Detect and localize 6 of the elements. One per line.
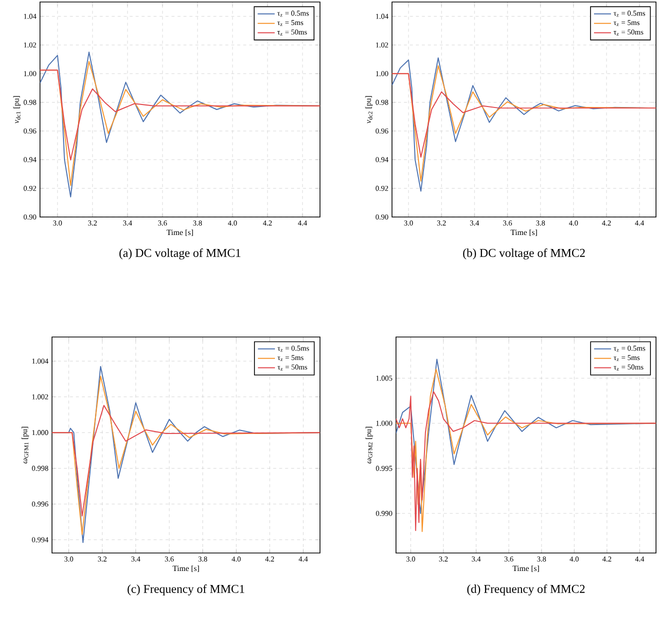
text: (b) DC voltage of MMC2 bbox=[463, 248, 585, 260]
text: (a) DC voltage of MMC1 bbox=[119, 248, 240, 260]
text: (d) Frequency of MMC2 bbox=[467, 584, 585, 596]
line-series bbox=[392, 73, 656, 158]
text: (c) Frequency of MMC1 bbox=[128, 584, 244, 596]
line-series bbox=[40, 70, 320, 160]
